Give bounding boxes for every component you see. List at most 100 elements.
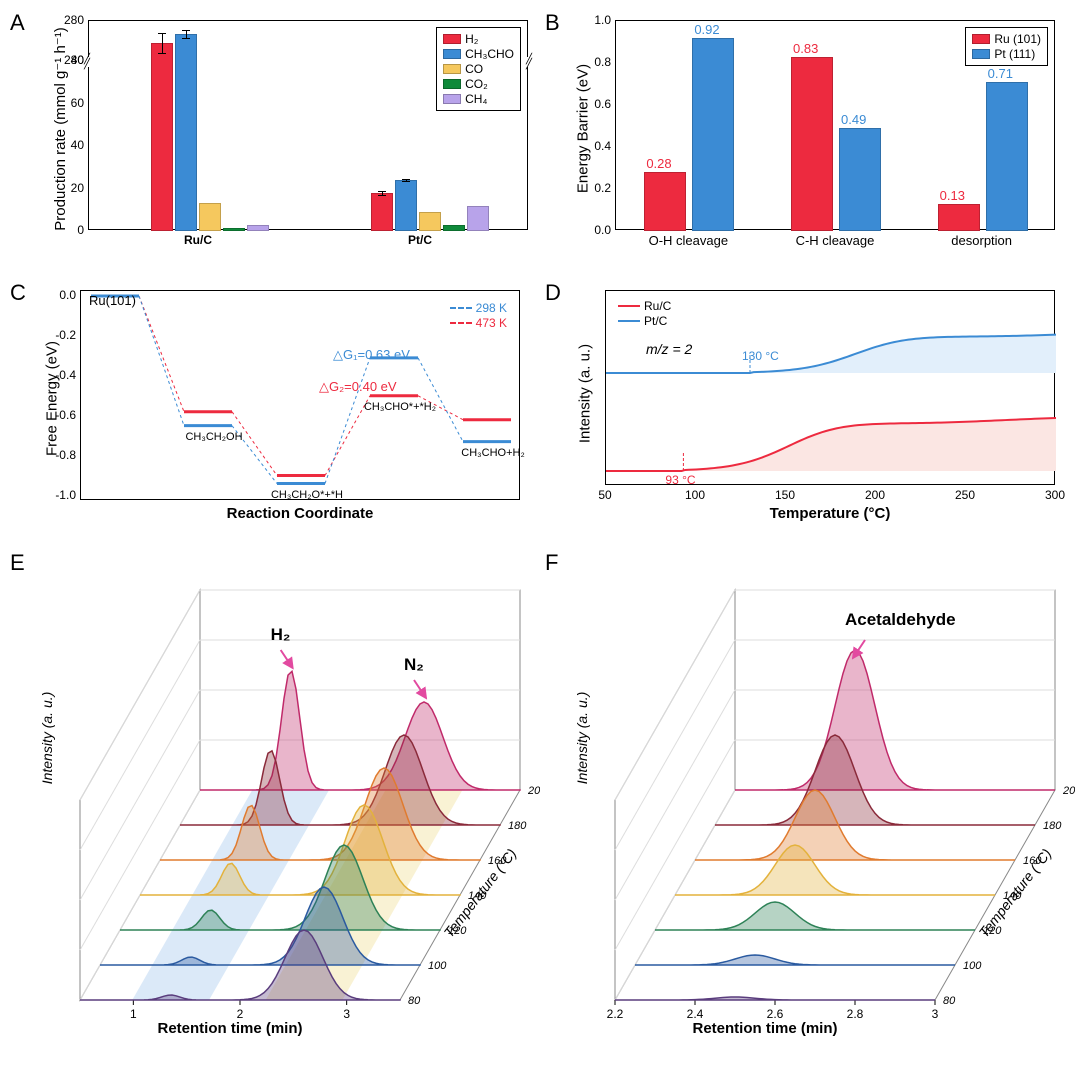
- legend-label: CO: [465, 62, 483, 76]
- legend-item-a: H₂: [443, 32, 514, 46]
- xlabel-f: Retention time (min): [605, 1020, 925, 1037]
- panel-a: A ╱╱ ╱╱ H₂CH₃CHOCOCO₂CH₄ 020406080240280…: [10, 10, 535, 270]
- bar-b: [986, 82, 1028, 231]
- svg-text:2.2: 2.2: [607, 1007, 624, 1021]
- legend-label: Ru (101): [994, 32, 1041, 46]
- svg-text:2: 2: [237, 1007, 244, 1021]
- legend-item-c: 298 K: [450, 301, 507, 315]
- bar-b: [839, 128, 881, 231]
- value-label-b: 0.28: [646, 156, 671, 171]
- bar-a: [223, 228, 245, 231]
- svg-text:H₂: H₂: [271, 625, 291, 644]
- value-label-b: 0.71: [988, 66, 1013, 81]
- ytick-b: 1.0: [583, 13, 611, 27]
- chart-e-3d: 12380100120140160180200H₂N₂: [40, 560, 540, 1030]
- bar-a: [199, 203, 221, 231]
- chart-f-3d: 2.22.42.62.8380100120140160180200Acetald…: [575, 560, 1075, 1030]
- legend-d: Ru/CPt/C: [612, 295, 677, 332]
- svg-text:2.6: 2.6: [767, 1007, 784, 1021]
- svg-text:200: 200: [527, 785, 540, 797]
- svg-text:N₂: N₂: [404, 655, 424, 674]
- d-onset-ru: 93 °C: [665, 473, 695, 487]
- legend-label: CH₄: [465, 92, 487, 106]
- legend-label: Pt (111): [994, 47, 1035, 61]
- dg1-label: △G₁=0.63 eV: [333, 347, 410, 363]
- bar-a: [247, 225, 269, 231]
- xtick-d: 250: [950, 488, 980, 502]
- xtick-a-1: Pt/C: [380, 233, 460, 247]
- chart-a-frame: ╱╱ ╱╱ H₂CH₃CHOCOCO₂CH₄: [88, 20, 528, 230]
- ylabel-d: Intensity (a. u.): [577, 304, 594, 484]
- xtick-d: 200: [860, 488, 890, 502]
- xlabel-e: Retention time (min): [70, 1020, 390, 1037]
- ylabel-c: Free Energy (eV): [44, 299, 61, 499]
- legend-a: H₂CH₃CHOCOCO₂CH₄: [436, 27, 521, 111]
- legend-item-b: Pt (111): [972, 47, 1041, 61]
- legend-item-a: CO: [443, 62, 514, 76]
- panel-label-b: B: [545, 10, 560, 36]
- svg-text:2.8: 2.8: [847, 1007, 864, 1021]
- bar-a: [467, 206, 489, 232]
- chart-c-frame: Ru(101) 298 K473 K CH₃CH₂OH CH₃CH₂O*+*H CH…: [80, 290, 520, 500]
- xtick-a-0: Ru/C: [158, 233, 238, 247]
- panel-d: D Ru/CPt/C m/z = 2 93 °C 130 °C Intensit…: [545, 280, 1070, 540]
- panel-label-a: A: [10, 10, 25, 36]
- bar-b: [791, 57, 833, 231]
- panel-label-f: F: [545, 550, 558, 576]
- panel-f: F 2.22.42.62.8380100120140160180200Aceta…: [545, 550, 1070, 1055]
- chart-b-frame: 0.28 0.92 0.83 0.49 0.13 0.71 Ru (101)Pt (111…: [615, 20, 1055, 230]
- svg-text:200: 200: [1062, 785, 1075, 797]
- value-label-b: 0.13: [940, 188, 965, 203]
- legend-label: H₂: [465, 32, 478, 46]
- panel-e: E 12380100120140160180200H₂N₂ Retention …: [10, 550, 535, 1055]
- bar-a: [443, 225, 465, 231]
- legend-item-a: CH₄: [443, 92, 514, 106]
- ylabel-e: Intensity (a. u.): [39, 648, 55, 828]
- xtick-d: 50: [590, 488, 620, 502]
- bar-a: [151, 43, 173, 231]
- value-label-b: 0.49: [841, 112, 866, 127]
- svg-text:80: 80: [943, 995, 956, 1007]
- chart-d-frame: Ru/CPt/C m/z = 2 93 °C 130 °C: [605, 290, 1055, 485]
- mz-label: m/z = 2: [646, 341, 692, 357]
- svg-text:80: 80: [408, 995, 421, 1007]
- xtick-d: 300: [1040, 488, 1070, 502]
- legend-b: Ru (101)Pt (111): [965, 27, 1048, 66]
- legend-item-d: Pt/C: [618, 314, 671, 328]
- xtick-d: 100: [680, 488, 710, 502]
- legend-item-a: CH₃CHO: [443, 47, 514, 61]
- legend-item-d: Ru/C: [618, 299, 671, 313]
- legend-label: CO₂: [465, 77, 488, 91]
- value-label-b: 0.83: [793, 41, 818, 56]
- d-onset-pt: 130 °C: [742, 349, 779, 363]
- legend-c: 298 K473 K: [444, 297, 513, 334]
- svg-text:2.4: 2.4: [687, 1007, 704, 1021]
- legend-item-c: 473 K: [450, 316, 507, 330]
- bar-b: [692, 38, 734, 231]
- value-label-b: 0.92: [694, 22, 719, 37]
- legend-label: CH₃CHO: [465, 47, 514, 61]
- state-label-c: CH₃CH₂O*+*H: [263, 489, 351, 501]
- state-label-c: CH₃CHO*+*H₂: [356, 401, 444, 413]
- state-label-c: CH₃CH₂OH: [170, 431, 258, 443]
- svg-text:1: 1: [130, 1007, 137, 1021]
- xtick-b: C-H cleavage: [762, 233, 909, 248]
- state-label-c: CH₃CHO+H₂: [449, 447, 537, 459]
- bar-a: [419, 212, 441, 231]
- bar-a: [371, 193, 393, 231]
- ylabel-b: Energy Barrier (eV): [575, 29, 592, 229]
- ylabel-f: Intensity (a. u.): [574, 648, 590, 828]
- svg-text:3: 3: [343, 1007, 350, 1021]
- panel-c: C Ru(101) 298 K473 K CH₃CH₂OHCH₃CH₂O*+*H…: [10, 280, 535, 540]
- ylabel-a: Production rate (mmol g⁻¹ h⁻¹): [51, 24, 69, 234]
- panel-label-d: D: [545, 280, 561, 306]
- panel-b: B 0.28 0.92 0.83 0.49 0.13 0.71 Ru (101)Pt (1…: [545, 10, 1070, 270]
- c-state0: Ru(101): [89, 293, 136, 308]
- dg2-label: △G₂=0.40 eV: [319, 379, 397, 395]
- panel-label-e: E: [10, 550, 25, 576]
- bar-a: [395, 180, 417, 231]
- xlabel-c: Reaction Coordinate: [80, 505, 520, 522]
- bar-a: [175, 34, 197, 231]
- legend-item-a: CO₂: [443, 77, 514, 91]
- xlabel-d: Temperature (°C): [605, 505, 1055, 522]
